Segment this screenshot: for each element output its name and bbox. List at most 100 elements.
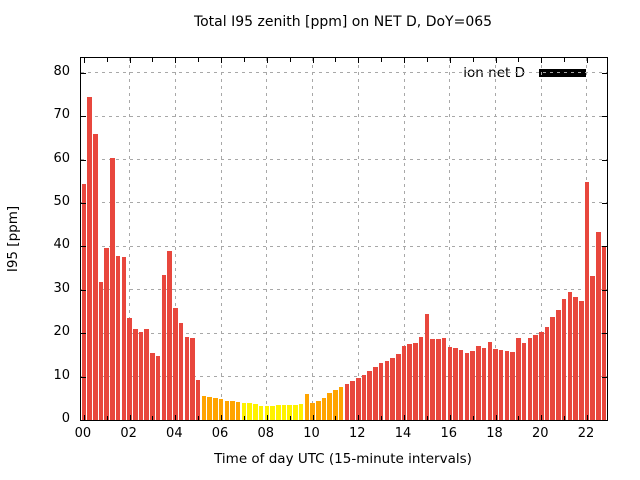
bar bbox=[173, 308, 178, 420]
bar bbox=[510, 352, 515, 420]
y-tick-mark bbox=[81, 202, 86, 204]
y-tick-label: 70 bbox=[53, 107, 70, 123]
plot-area: ion net D bbox=[80, 57, 608, 421]
bar bbox=[201, 396, 207, 420]
x-tick-mark bbox=[198, 416, 200, 420]
bar bbox=[264, 405, 270, 420]
bar bbox=[333, 390, 338, 420]
bar bbox=[310, 402, 315, 420]
x-tick-mark bbox=[381, 58, 383, 62]
bar bbox=[378, 362, 384, 420]
bar bbox=[138, 331, 144, 420]
bar bbox=[504, 351, 510, 420]
y-tick-mark bbox=[81, 72, 86, 74]
x-tick-mark bbox=[541, 58, 543, 63]
gridline-vertical bbox=[312, 58, 314, 420]
bar bbox=[81, 184, 87, 420]
bar bbox=[447, 347, 453, 420]
bar bbox=[384, 360, 390, 420]
x-tick-mark bbox=[586, 415, 588, 420]
x-tick-mark bbox=[495, 415, 497, 420]
y-tick-mark bbox=[81, 159, 86, 161]
bar bbox=[453, 348, 458, 420]
bar bbox=[498, 349, 504, 420]
gridline-vertical bbox=[129, 58, 131, 420]
y-tick-mark bbox=[602, 376, 607, 378]
bar bbox=[516, 338, 521, 420]
x-tick-label: 14 bbox=[394, 426, 412, 441]
bar bbox=[230, 401, 235, 420]
x-tick-mark bbox=[381, 416, 383, 420]
y-tick-label: 10 bbox=[53, 367, 70, 383]
bar bbox=[127, 318, 132, 420]
bar bbox=[441, 337, 447, 420]
bar bbox=[476, 345, 481, 420]
x-tick-mark bbox=[404, 58, 406, 63]
y-tick-label: 30 bbox=[53, 280, 70, 296]
bar bbox=[418, 337, 424, 420]
x-tick-mark bbox=[175, 415, 177, 420]
bar bbox=[304, 393, 310, 420]
bar bbox=[110, 157, 115, 420]
gridline-horizontal bbox=[81, 289, 607, 291]
x-tick-label: 08 bbox=[257, 426, 275, 441]
bar bbox=[521, 343, 527, 420]
y-tick-mark bbox=[602, 246, 607, 248]
gridline-horizontal bbox=[81, 245, 607, 247]
gridline-vertical bbox=[403, 58, 405, 420]
x-tick-mark bbox=[152, 58, 154, 62]
bar bbox=[253, 403, 258, 420]
bar bbox=[178, 323, 184, 420]
bar bbox=[298, 404, 304, 420]
x-tick-mark bbox=[564, 416, 566, 420]
y-tick-mark bbox=[602, 159, 607, 161]
x-tick-label: 18 bbox=[486, 426, 503, 441]
x-tick-mark bbox=[266, 415, 268, 420]
x-tick-mark bbox=[83, 58, 85, 63]
x-tick-mark bbox=[129, 58, 131, 63]
bar bbox=[596, 232, 601, 420]
x-tick-mark bbox=[289, 416, 291, 420]
x-tick-mark bbox=[404, 415, 406, 420]
bar bbox=[579, 300, 584, 420]
x-tick-label: 12 bbox=[349, 426, 366, 441]
x-tick-mark bbox=[312, 415, 314, 420]
bar bbox=[424, 313, 430, 420]
y-tick-mark bbox=[602, 333, 607, 335]
bar bbox=[287, 405, 292, 420]
gridline-horizontal bbox=[81, 72, 607, 74]
y-tick-mark bbox=[602, 116, 607, 118]
bar bbox=[561, 299, 567, 420]
y-tick-label: 0 bbox=[61, 411, 70, 426]
bar bbox=[167, 251, 172, 420]
x-tick-mark bbox=[198, 58, 200, 62]
bar bbox=[470, 351, 475, 420]
x-tick-mark bbox=[289, 58, 291, 62]
bar bbox=[430, 339, 435, 420]
x-tick-mark bbox=[518, 58, 520, 62]
bar bbox=[533, 334, 538, 420]
x-tick-mark bbox=[175, 58, 177, 63]
x-tick-label: 02 bbox=[120, 426, 137, 441]
x-tick-mark bbox=[106, 416, 108, 420]
gridline-vertical bbox=[357, 58, 359, 420]
bar bbox=[544, 326, 550, 420]
bar bbox=[396, 353, 401, 420]
bar bbox=[481, 348, 487, 420]
y-tick-label: 50 bbox=[53, 193, 70, 209]
bar bbox=[93, 133, 98, 420]
y-tick-mark bbox=[81, 289, 86, 291]
bar bbox=[464, 352, 470, 420]
bar bbox=[270, 406, 275, 420]
x-tick-mark bbox=[221, 58, 223, 63]
x-tick-mark bbox=[335, 58, 337, 62]
bar bbox=[144, 328, 149, 420]
y-tick-label: 60 bbox=[53, 150, 70, 166]
bar bbox=[350, 380, 355, 420]
bar bbox=[458, 350, 464, 420]
x-tick-mark bbox=[449, 58, 451, 63]
y-tick-label: 80 bbox=[53, 63, 70, 79]
bar bbox=[235, 401, 241, 420]
y-tick-mark bbox=[81, 116, 86, 118]
bar bbox=[338, 387, 344, 420]
